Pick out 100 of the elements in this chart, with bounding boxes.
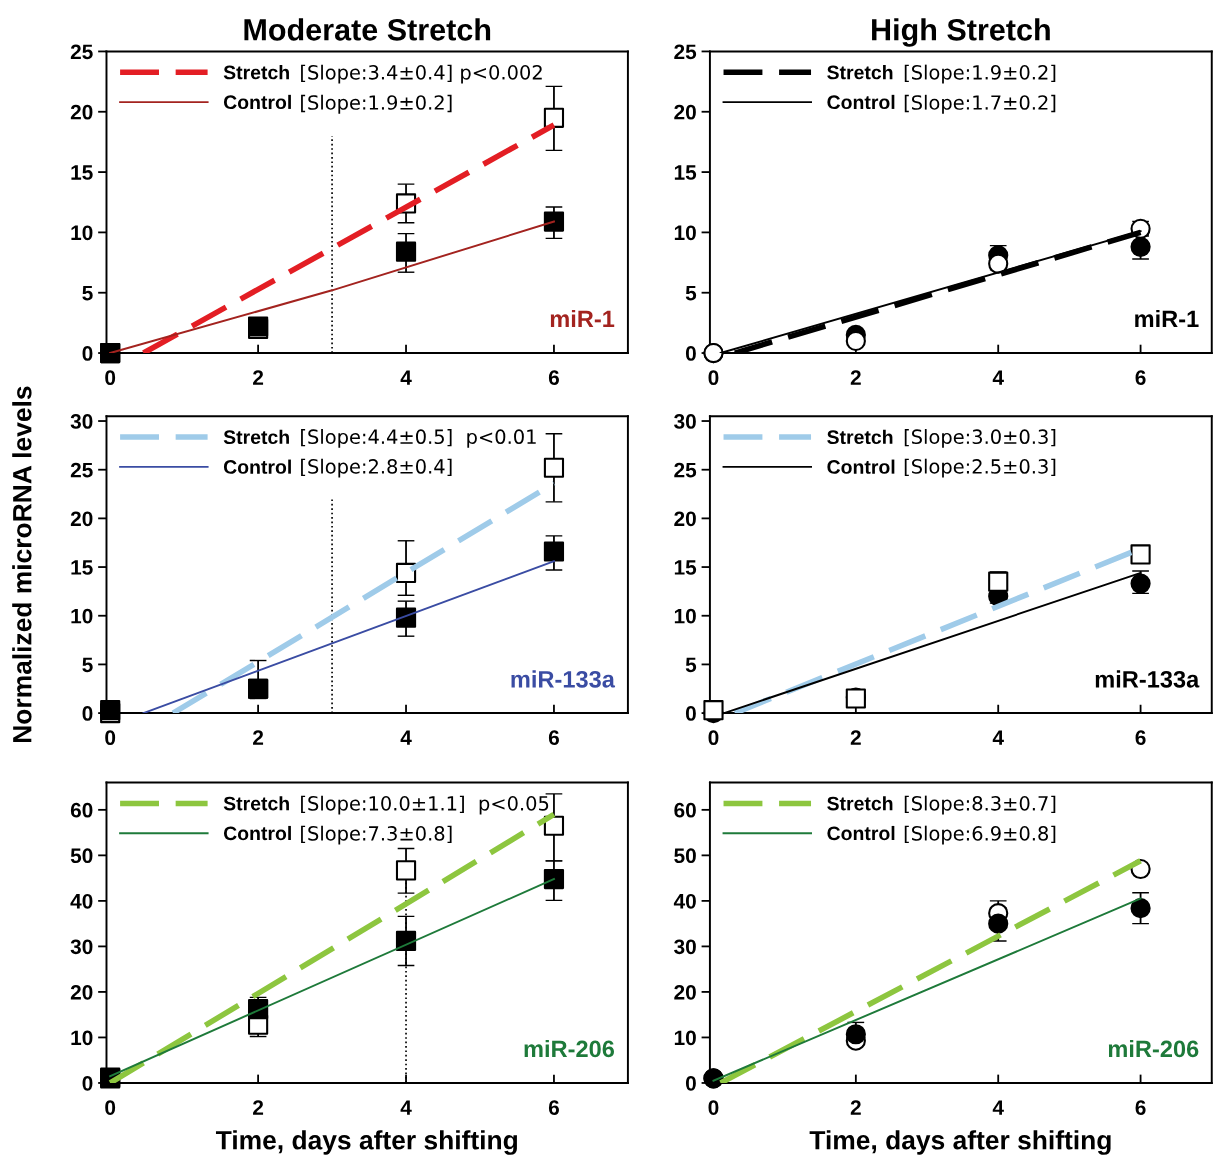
y-tick-label: 30 — [674, 414, 696, 429]
y-tick-label: 30 — [70, 414, 93, 429]
legend-label: Control — [827, 94, 895, 110]
y-tick-label: 10 — [71, 225, 93, 241]
y-tick-label: 0 — [82, 706, 93, 721]
x-tick-label: 0 — [105, 370, 116, 386]
x-tick-label: 6 — [1135, 730, 1146, 746]
x-tick-label: 4 — [400, 370, 412, 385]
y-tick-label: 20 — [70, 984, 93, 1000]
x-tick-label: 0 — [708, 730, 719, 746]
x-tick-label: 4 — [992, 730, 1004, 745]
y-tick-label: 20 — [70, 104, 93, 120]
point — [543, 211, 565, 232]
y-tick-label: 5 — [685, 657, 697, 673]
point — [1130, 544, 1151, 565]
point — [543, 868, 565, 890]
point — [543, 541, 565, 562]
legend-label: Stretch — [223, 65, 289, 80]
x-tick-label: 2 — [850, 730, 861, 745]
x-tick-label: 2 — [253, 370, 264, 385]
annotation: [Slope:10.0±1.1] p<0.05 — [301, 795, 549, 815]
x-tick-label: 0 — [105, 730, 116, 746]
y-tick-label: 0 — [82, 1075, 93, 1091]
y-tick-label: 20 — [70, 511, 93, 527]
annotation: miR-1 — [550, 309, 615, 328]
y-tick-label: 40 — [70, 893, 93, 909]
annotation: [Slope:2.5±0.3] — [904, 458, 1056, 478]
legend-label: Control — [827, 459, 895, 474]
annotation: [Slope:1.9±0.2] — [301, 94, 452, 114]
x-tick-label: 4 — [400, 730, 412, 745]
chart-title: Moderate Stretch — [244, 18, 491, 41]
x-tick-label: 2 — [253, 730, 264, 745]
x-axis-title: Time, days after shifting — [215, 1130, 517, 1155]
legend-label: Control — [223, 94, 291, 110]
point — [1130, 898, 1151, 919]
x-tick-label: 6 — [548, 730, 559, 746]
y-tick-label: 15 — [71, 165, 93, 180]
legend-label: Control — [827, 825, 895, 841]
y-tick-label: 10 — [674, 608, 696, 624]
y-tick-label: 25 — [674, 44, 697, 60]
annotation: miR-206 — [1108, 1039, 1199, 1058]
x-tick-label: 0 — [708, 370, 719, 386]
y-tick-label: 15 — [71, 560, 93, 575]
point — [988, 253, 1009, 274]
y-tick-label: 50 — [674, 848, 696, 864]
annotation: [Slope:7.3±0.8] — [301, 825, 452, 845]
annotation: miR-206 — [524, 1039, 615, 1058]
point — [988, 913, 1009, 934]
x-tick-label: 2 — [850, 370, 861, 385]
legend-label: Stretch — [223, 429, 289, 445]
x-tick-label: 2 — [850, 1100, 861, 1115]
x-tick-label: 6 — [1135, 370, 1146, 386]
x-tick-label: 0 — [708, 1100, 719, 1115]
x-tick-label: 4 — [992, 370, 1004, 385]
annotation: miR-1 — [1135, 309, 1199, 328]
x-tick-label: 6 — [548, 370, 559, 386]
legend-label: Stretch — [827, 429, 893, 445]
y-tick-label: 60 — [674, 802, 696, 818]
x-tick-label: 6 — [548, 1100, 559, 1115]
x-tick-label: 0 — [105, 1100, 116, 1115]
annotation: [Slope:8.3±0.7] — [904, 795, 1056, 815]
point — [988, 571, 1009, 592]
point — [395, 241, 417, 262]
annotation: [Slope:4.4±0.5] p<0.01 — [301, 429, 536, 448]
annotation: [Slope:3.4±0.4] p<0.002 — [301, 64, 542, 84]
y-tick-label: 15 — [674, 165, 697, 180]
x-axis-title: Time, days after shifting — [809, 1130, 1111, 1155]
point — [543, 457, 565, 478]
point — [845, 330, 866, 352]
y-tick-label: 30 — [674, 939, 696, 955]
legend-label: Stretch — [223, 796, 289, 811]
point — [395, 860, 417, 881]
y-tick-label: 25 — [674, 462, 697, 478]
y-tick-label: 5 — [82, 285, 93, 301]
annotation: miR-133a — [511, 670, 616, 688]
annotation: [Slope:6.9±0.8] — [904, 825, 1056, 845]
y-tick-label: 25 — [70, 44, 93, 60]
y-tick-label: 20 — [674, 104, 696, 120]
y-tick-label: 0 — [685, 346, 696, 361]
y-tick-label: 20 — [674, 984, 696, 1000]
x-tick-label: 2 — [253, 1100, 264, 1115]
legend-label: Stretch — [827, 796, 893, 811]
y-tick-label: 60 — [70, 802, 93, 818]
y-tick-label: 0 — [82, 346, 93, 361]
x-tick-label: 4 — [400, 1100, 412, 1115]
y-tick-label: 0 — [685, 706, 696, 721]
y-tick-label: 20 — [674, 511, 696, 527]
y-tick-label: 10 — [71, 1030, 93, 1046]
y-tick-label: 40 — [673, 893, 696, 909]
y-tick-label: 15 — [674, 560, 697, 575]
y-tick-label: 0 — [685, 1075, 696, 1091]
y-tick-label: 5 — [82, 657, 93, 673]
y-tick-label: 10 — [674, 225, 696, 241]
legend-label: Control — [223, 825, 291, 841]
annotation: [Slope:1.9±0.2] — [904, 64, 1056, 84]
y-tick-label: 10 — [674, 1030, 696, 1046]
y-tick-label: 25 — [70, 462, 93, 478]
y-tick-label: 5 — [685, 285, 697, 301]
legend-label: Control — [223, 459, 291, 474]
y-tick-label: 50 — [70, 848, 93, 864]
